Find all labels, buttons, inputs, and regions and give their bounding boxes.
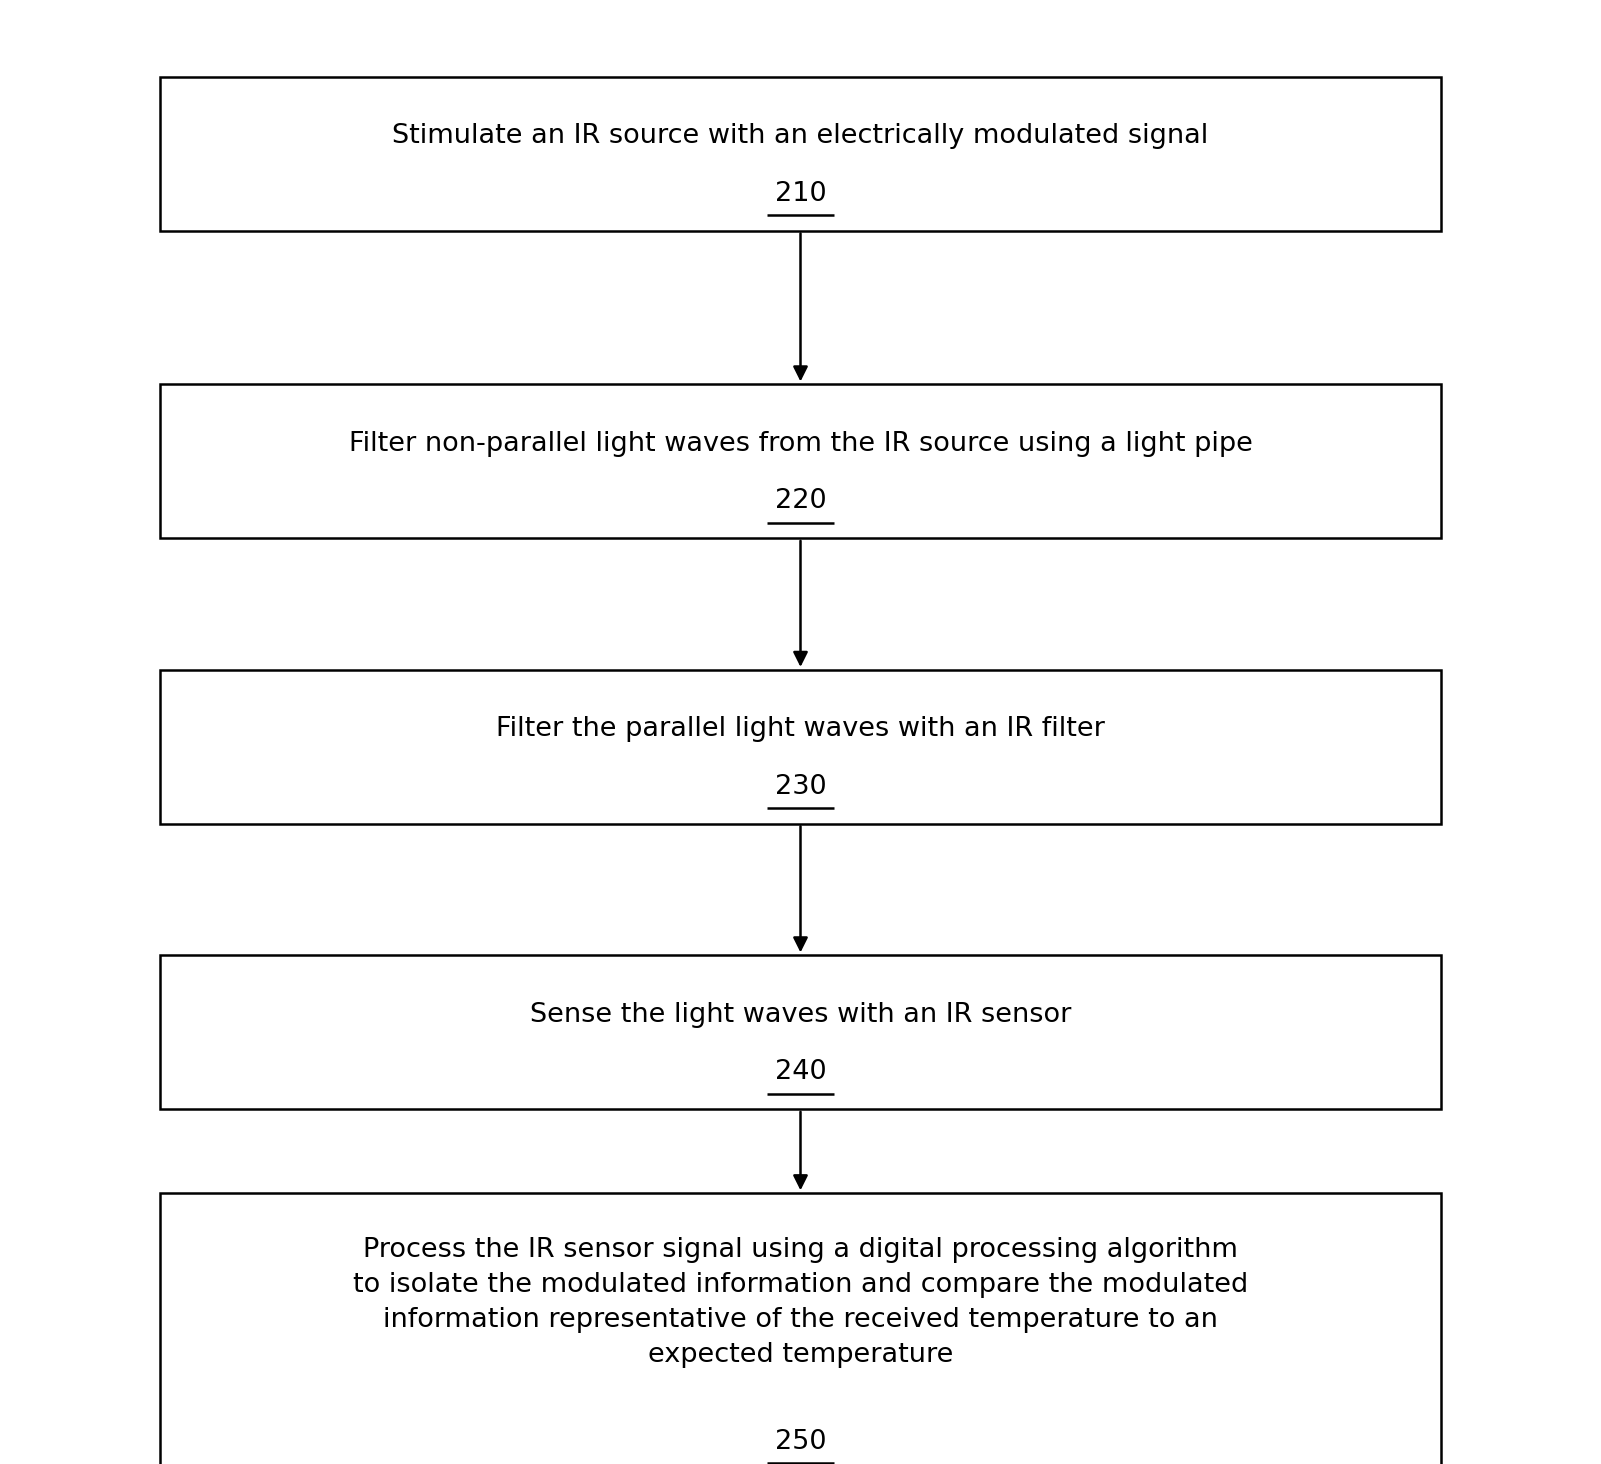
Text: Process the IR sensor signal using a digital processing algorithm
to isolate the: Process the IR sensor signal using a dig…	[352, 1237, 1249, 1369]
Bar	[160, 1193, 1441, 1464]
Text: 220: 220	[775, 489, 826, 514]
Text: 240: 240	[775, 1060, 826, 1085]
Text: 250: 250	[775, 1429, 826, 1455]
Text: Sense the light waves with an IR sensor: Sense the light waves with an IR sensor	[530, 1001, 1071, 1028]
Bar	[160, 76, 1441, 230]
Text: 230: 230	[775, 774, 826, 799]
Text: Filter non-parallel light waves from the IR source using a light pipe: Filter non-parallel light waves from the…	[349, 430, 1252, 457]
Bar	[160, 956, 1441, 1110]
Text: 210: 210	[775, 182, 826, 206]
Text: Filter the parallel light waves with an IR filter: Filter the parallel light waves with an …	[496, 716, 1105, 742]
Bar	[160, 384, 1441, 537]
Text: Stimulate an IR source with an electrically modulated signal: Stimulate an IR source with an electrica…	[392, 123, 1209, 149]
Bar	[160, 671, 1441, 823]
